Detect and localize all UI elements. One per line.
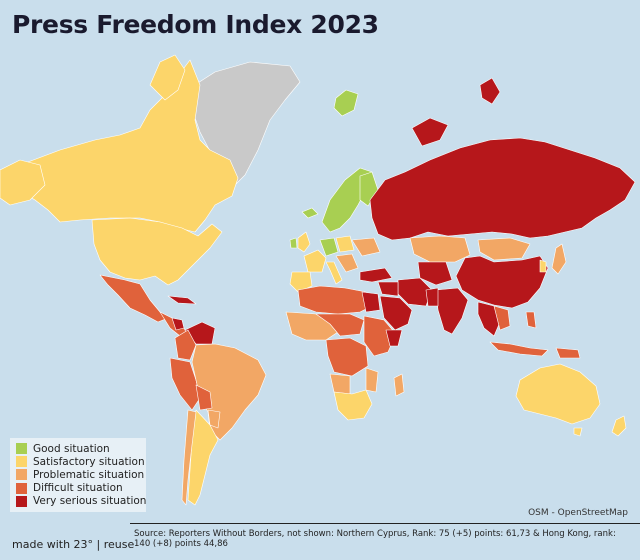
region-indochina [493, 305, 511, 331]
region-kazakhstan [409, 235, 471, 263]
region-chile [181, 409, 197, 506]
legend-swatch [16, 482, 27, 494]
region-russia-arctic [479, 77, 501, 105]
region-nicaragua [171, 317, 185, 331]
region-png [555, 347, 581, 359]
region-mongolia [477, 237, 531, 261]
region-korea [539, 259, 547, 273]
region-turkey [359, 267, 393, 283]
legend-item-good: Good situation [16, 442, 140, 455]
region-usa [91, 217, 223, 286]
region-argentina [187, 409, 219, 506]
region-italy [325, 261, 343, 285]
region-indonesia [489, 341, 549, 357]
region-angola [329, 373, 351, 395]
map-attribution[interactable]: OSM - OpenStreetMap [528, 508, 628, 518]
region-egypt [361, 291, 381, 313]
region-china [455, 255, 549, 309]
legend: Good situation Satisfactory situation Pr… [10, 438, 146, 512]
region-arabia [379, 295, 413, 331]
region-horn [385, 329, 403, 347]
region-india [435, 287, 469, 335]
legend-label: Difficult situation [33, 482, 123, 495]
footer-divider [130, 523, 640, 524]
legend-label: Problematic situation [33, 468, 145, 481]
region-east-africa [363, 315, 397, 357]
page-title: Press Freedom Index 2023 [12, 10, 379, 39]
legend-label: Satisfactory situation [33, 455, 145, 468]
region-russia-north [411, 117, 449, 147]
legend-item-satisfactory: Satisfactory situation [16, 455, 145, 468]
legend-label: Good situation [33, 442, 110, 455]
legend-swatch [16, 443, 27, 455]
region-uk [297, 231, 311, 253]
source-note: Source: Reporters Without Borders, not s… [134, 529, 616, 549]
legend-item-problematic: Problematic situation [16, 468, 144, 481]
region-madagascar [393, 373, 405, 397]
region-france [303, 249, 327, 273]
region-mexico [99, 274, 169, 323]
region-canada-islands [149, 54, 186, 101]
region-ukraine [351, 237, 381, 257]
legend-swatch [16, 495, 27, 507]
legend-swatch [16, 469, 27, 481]
legend-label: Very serious situation [33, 495, 147, 508]
region-poland [335, 235, 355, 253]
region-central-asia [417, 261, 453, 286]
legend-item-difficult: Difficult situation [16, 482, 140, 495]
region-bolivia [195, 384, 213, 411]
region-japan [551, 243, 567, 275]
region-central-africa [325, 337, 369, 377]
region-cuba [167, 295, 197, 305]
region-north-africa [297, 285, 373, 315]
credit-links[interactable]: made with 23° | reuse [12, 538, 135, 551]
region-sahel [315, 313, 365, 337]
region-canada [19, 59, 239, 233]
region-peru [169, 357, 201, 411]
region-australia [515, 363, 601, 425]
region-alaska [0, 159, 46, 206]
region-svalbard [333, 89, 359, 117]
legend-item-very-serious: Very serious situation [16, 495, 146, 508]
region-paraguay [207, 409, 221, 429]
region-balkans [335, 253, 359, 273]
region-iceland [301, 207, 319, 219]
region-mozambique [365, 367, 379, 393]
region-tasmania [573, 427, 583, 437]
legend-swatch [16, 456, 27, 468]
region-ireland [289, 237, 298, 249]
region-germany [319, 237, 339, 257]
region-pakistan [425, 287, 439, 307]
region-southern-africa [333, 389, 373, 421]
region-new-zealand [611, 415, 627, 437]
region-russia [369, 137, 636, 241]
region-philippines [525, 311, 537, 329]
region-colombia [174, 329, 197, 361]
region-iraq-syria [377, 281, 399, 297]
